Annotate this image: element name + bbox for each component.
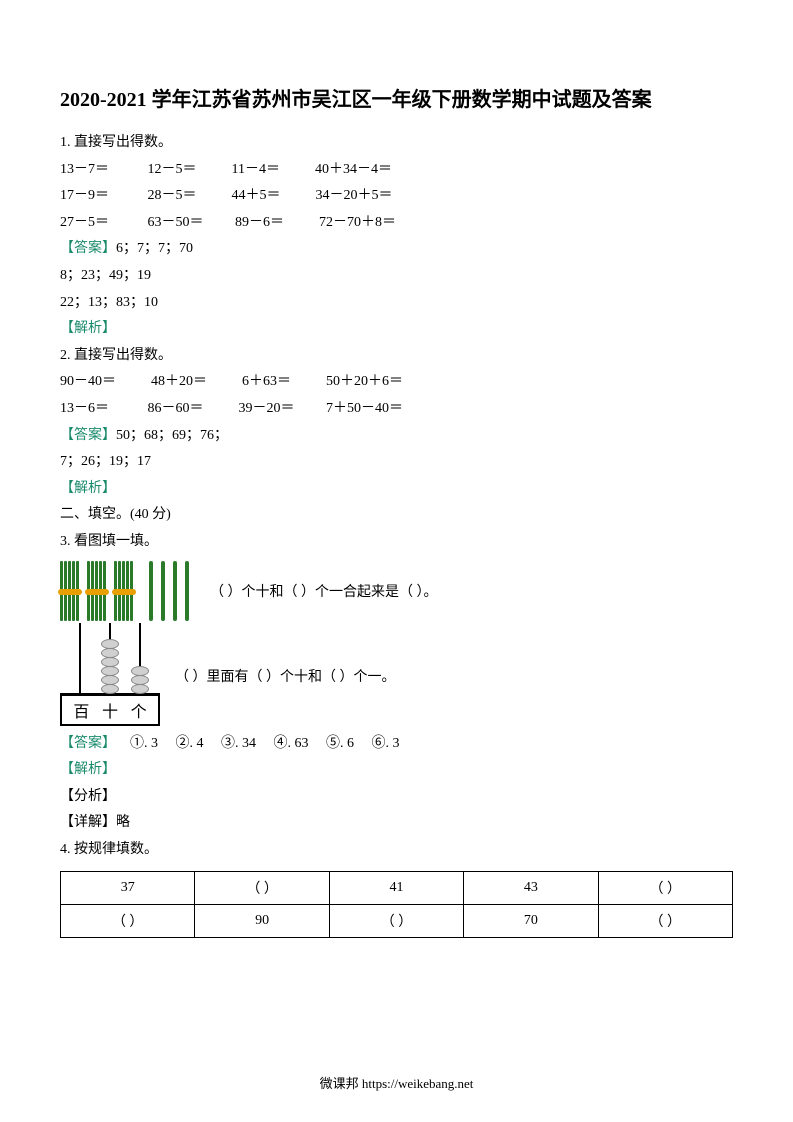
q2-answer: 50；68；69；76； [116,428,228,443]
q3-answer-line: 【答案】 ①. 3 ②. 4 ③. 34 ④. 63 ⑤. 6 ⑥. 3 [60,731,733,758]
table-cell: 41 [329,872,463,905]
answer-label: 【答案】 [60,241,116,256]
q1-row: 17－9＝ 28－5＝ 44＋5＝ 34－20＋5＝ [60,183,733,210]
answer-label: 【答案】 [60,736,116,751]
q2-row: 90－40＝ 48＋20＝ 6＋63＝ 50＋20＋6＝ [60,369,733,396]
q3-text2: （ ）里面有（ ）个十和（ ）个一。 [175,666,396,686]
abacus-icon: 百 十 个 [60,626,160,726]
fenxi-label: 【分析】 [60,784,733,811]
page-title: 2020-2021 学年江苏省苏州市吴江区一年级下册数学期中试题及答案 [60,80,733,120]
abacus-label: 个 [129,698,149,722]
table-row: 37 （ ） 41 43 （ ） [61,872,733,905]
analysis-label: 【解析】 [60,476,733,503]
table-cell: 70 [464,905,598,938]
table-cell: （ ） [598,872,732,905]
table-cell: （ ） [329,905,463,938]
footer-text: 微课邦 https://weikebang.net [0,1073,793,1092]
q3-abacus-row: 百 十 个 （ ）里面有（ ）个十和（ ）个一。 [60,626,733,726]
sticks-icon [60,561,189,621]
q1-answer: 8；23；49；19 [60,263,733,290]
table-cell: （ ） [61,905,195,938]
table-row: （ ） 90 （ ） 70 （ ） [61,905,733,938]
q2-answer-line: 【答案】50；68；69；76； [60,423,733,450]
q1-answer: 6；7；7；70 [116,241,193,256]
q3-label: 3. 看图填一填。 [60,529,733,556]
q1-label: 1. 直接写出得数。 [60,130,733,157]
q3-answer: ①. 3 ②. 4 ③. 34 ④. 63 ⑤. 6 ⑥. 3 [116,736,400,751]
q1-row: 13－7＝ 12－5＝ 11－4＝ 40＋34－4＝ [60,157,733,184]
table-cell: 90 [195,905,329,938]
table-cell: 37 [61,872,195,905]
table-cell: （ ） [598,905,732,938]
section2-label: 二、填空。(40 分) [60,502,733,529]
q4-label: 4. 按规律填数。 [60,837,733,864]
analysis-label: 【解析】 [60,316,733,343]
abacus-label: 十 [100,698,120,722]
q1-answer-line: 【答案】6；7；7；70 [60,236,733,263]
q2-answer: 7；26；19；17 [60,449,733,476]
xiangjie-label: 【详解】略 [60,810,733,837]
pattern-table: 37 （ ） 41 43 （ ） （ ） 90 （ ） 70 （ ） [60,871,733,938]
q1-row: 27－5＝ 63－50＝ 89－6＝ 72－70＋8＝ [60,210,733,237]
q2-row: 13－6＝ 86－60＝ 39－20＝ 7＋50－40＝ [60,396,733,423]
q3-sticks-row: （ ）个十和（ ）个一合起来是（ ）。 [60,561,733,621]
table-cell: 43 [464,872,598,905]
q1-answer: 22；13；83；10 [60,290,733,317]
analysis-label: 【解析】 [60,757,733,784]
table-cell: （ ） [195,872,329,905]
q3-text1: （ ）个十和（ ）个一合起来是（ ）。 [210,581,438,601]
answer-label: 【答案】 [60,428,116,443]
abacus-label: 百 [71,698,91,722]
q2-label: 2. 直接写出得数。 [60,343,733,370]
